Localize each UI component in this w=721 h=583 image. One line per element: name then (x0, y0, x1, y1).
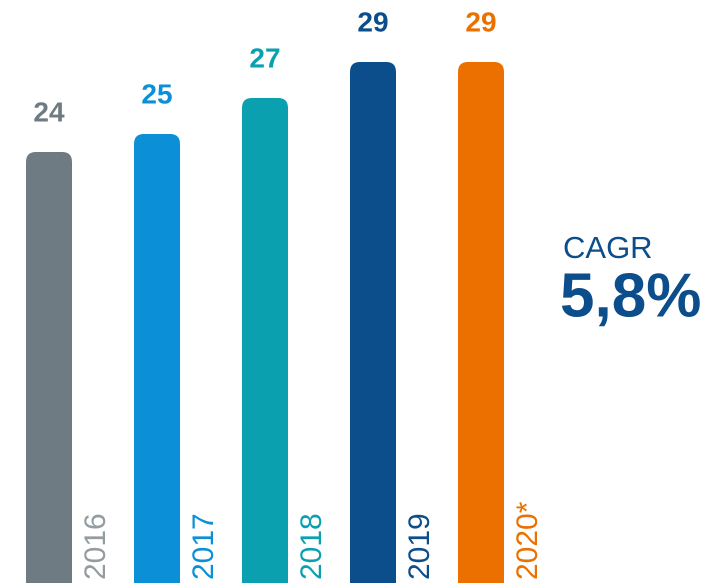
bar (26, 152, 72, 583)
value-label: 29 (465, 6, 496, 37)
bar (134, 134, 180, 583)
value-label: 24 (33, 96, 65, 127)
x-tick-label: 2019 (403, 513, 436, 580)
value-label: 29 (357, 6, 388, 37)
x-tick-label: 2017 (187, 513, 220, 580)
bar (242, 98, 288, 583)
value-label: 27 (249, 42, 280, 73)
x-tick-label: 2018 (295, 513, 328, 580)
bar (350, 62, 396, 583)
annotation-label: CAGR (563, 230, 653, 265)
x-tick-label: 2016 (79, 513, 112, 580)
value-label: 25 (141, 78, 172, 109)
bar (458, 62, 504, 583)
annotation-value: 5,8% (560, 261, 701, 330)
x-tick-label: 2020* (511, 501, 544, 580)
